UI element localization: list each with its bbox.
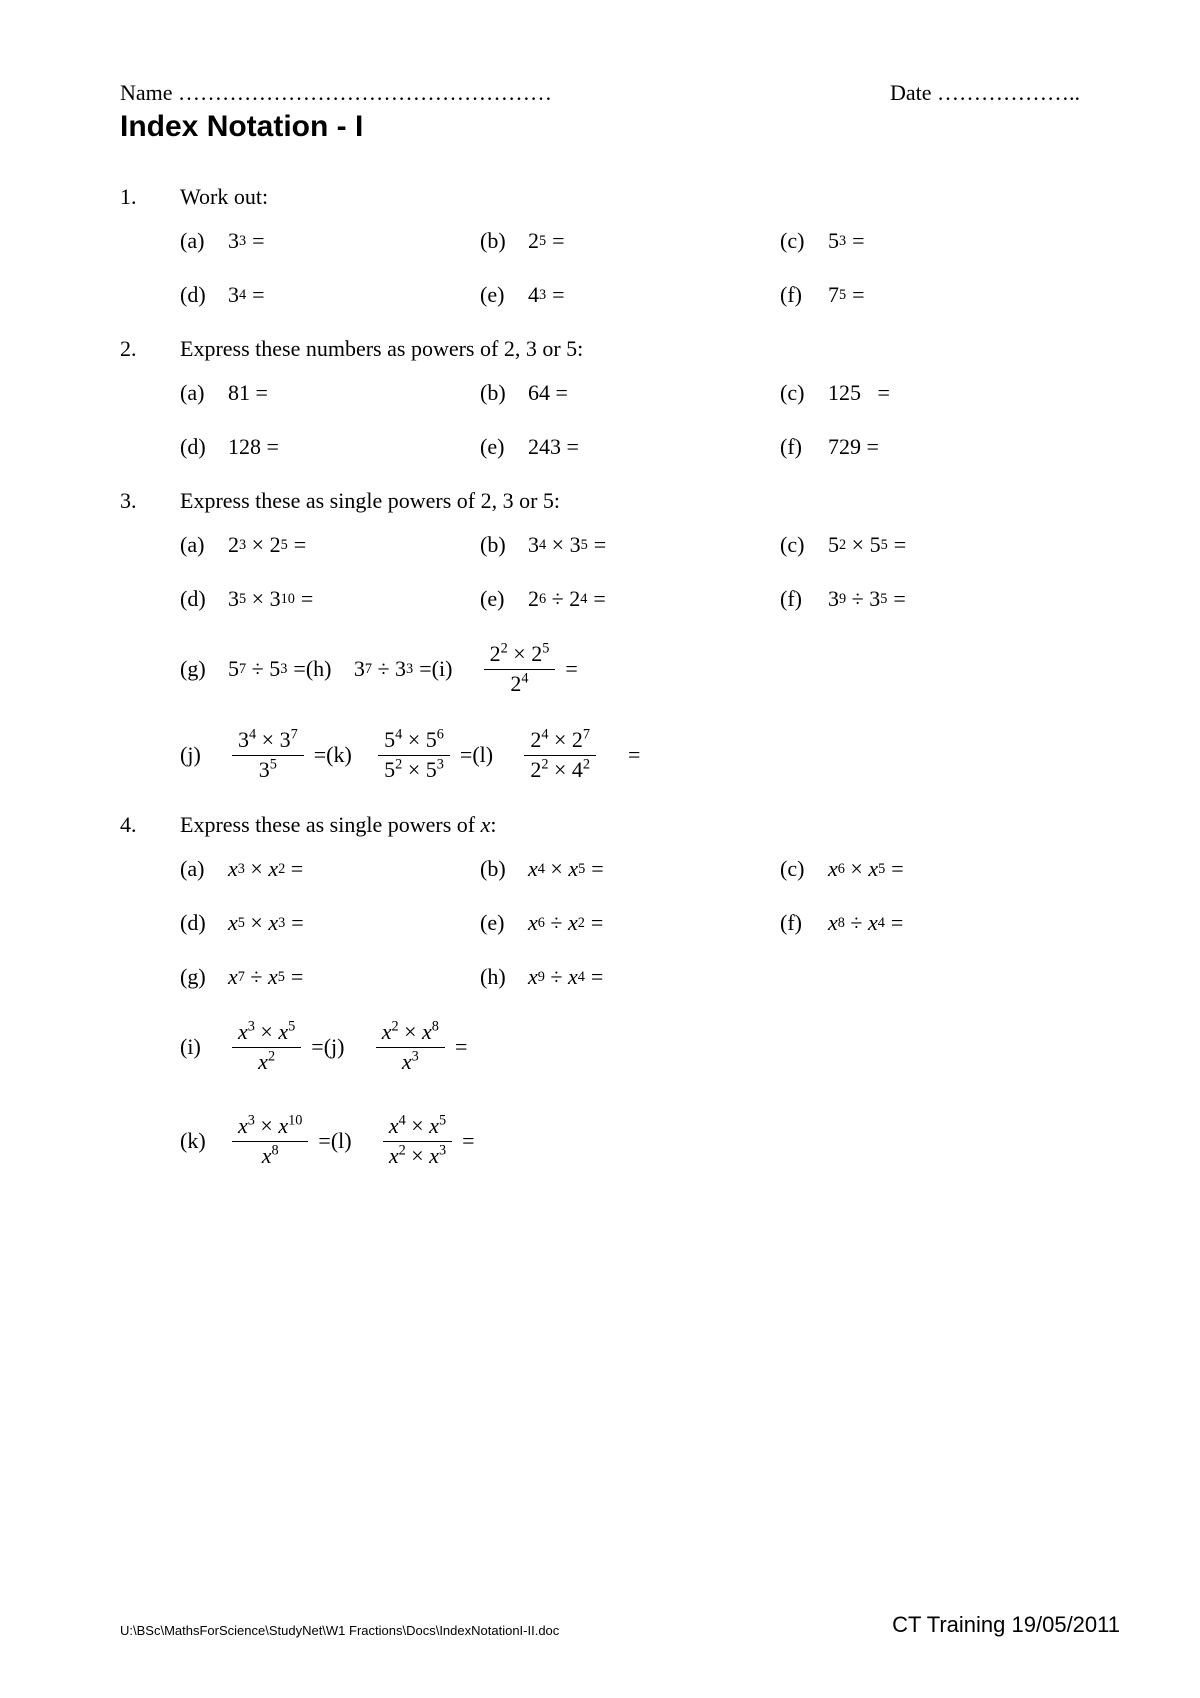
q2-subparts: (a)81 = (b)64 = (c)125 = (d)128 = (e)243… xyxy=(180,380,1080,460)
question-text: Express these numbers as powers of 2, 3 … xyxy=(180,336,1080,362)
part-label: (f) xyxy=(780,910,828,936)
expr: 54 × 5652 × 53= xyxy=(374,728,472,781)
question-number: 3. xyxy=(120,488,180,514)
expr: 75= xyxy=(828,282,865,308)
question-number: 2. xyxy=(120,336,180,362)
worksheet-title: Index Notation - I xyxy=(120,110,1080,144)
part-label: (b) xyxy=(480,380,528,406)
expr: 23 × 25= xyxy=(228,532,306,558)
expr: 243 = xyxy=(528,434,579,460)
expr: 26 ÷ 24= xyxy=(528,586,606,612)
expr: 81 = xyxy=(228,380,268,406)
expr: x3 × x10x8= xyxy=(228,1114,331,1167)
part-label: (h) xyxy=(306,656,354,682)
part-label: (f) xyxy=(780,586,828,612)
question-2: 2. Express these numbers as powers of 2,… xyxy=(120,336,1080,362)
part-label: (g) xyxy=(180,656,228,682)
part-label: (i) xyxy=(180,1034,228,1060)
part-label: (i) xyxy=(432,656,480,682)
part-label: (h) xyxy=(480,964,528,990)
expr: 33= xyxy=(228,228,265,254)
part-label: (c) xyxy=(780,856,828,882)
part-label: (j) xyxy=(324,1034,372,1060)
expr: 57 ÷ 53= xyxy=(228,656,306,682)
expr: x3 × x5x2= xyxy=(228,1020,324,1073)
part-label: (a) xyxy=(180,380,228,406)
part-label: (e) xyxy=(480,586,528,612)
part-label: (c) xyxy=(780,228,828,254)
expr: 24 × 2722 × 42 = xyxy=(520,728,640,781)
question-text: Express these as single powers of x: xyxy=(180,812,1080,838)
expr: 37 ÷ 33= xyxy=(354,656,432,682)
expr: 22 × 2524= xyxy=(480,642,578,695)
expr: x4 × x5x2 × x3= xyxy=(379,1114,475,1167)
part-label: (j) xyxy=(180,742,228,768)
header-line: Name …………………………………………… Date ……………….. xyxy=(120,80,1080,106)
part-label: (d) xyxy=(180,282,228,308)
question-number: 4. xyxy=(120,812,180,838)
part-label: (d) xyxy=(180,910,228,936)
q4-subparts: (a)x3 × x2 = (b)x4 × x5= (c)x6 × x5= (d)… xyxy=(180,856,1080,1170)
expr: 34 × 3735= xyxy=(228,728,326,781)
expr: 52 × 55= xyxy=(828,532,906,558)
expr: 34 × 35= xyxy=(528,532,606,558)
expr: x5 × x3= xyxy=(228,910,304,936)
expr: 729 = xyxy=(828,434,879,460)
expr: x2 × x8x3= xyxy=(372,1020,468,1073)
part-label: (d) xyxy=(180,586,228,612)
expr: x9 ÷ x4= xyxy=(528,964,603,990)
q1-subparts: (a)33= (b)25= (c)53= (d)34= (e)43= (f)75… xyxy=(180,228,1080,308)
date-field: Date ……………….. xyxy=(890,80,1080,106)
expr: 125 = xyxy=(828,380,890,406)
name-field: Name …………………………………………… xyxy=(120,80,552,106)
part-label: (e) xyxy=(480,910,528,936)
part-label: (b) xyxy=(480,856,528,882)
expr: x7 ÷ x5= xyxy=(228,964,303,990)
part-label: (a) xyxy=(180,228,228,254)
part-label: (k) xyxy=(180,1128,228,1154)
expr: x8 ÷ x4= xyxy=(828,910,903,936)
part-label: (g) xyxy=(180,964,228,990)
part-label: (a) xyxy=(180,532,228,558)
expr: 43= xyxy=(528,282,565,308)
part-label: (a) xyxy=(180,856,228,882)
part-label: (k) xyxy=(326,742,374,768)
expr: 34= xyxy=(228,282,265,308)
question-4: 4. Express these as single powers of x: xyxy=(120,812,1080,838)
part-label: (c) xyxy=(780,380,828,406)
part-label: (f) xyxy=(780,282,828,308)
footer-source: CT Training 19/05/2011 xyxy=(892,1612,1120,1638)
expr: 64 = xyxy=(528,380,568,406)
expr: 25= xyxy=(528,228,565,254)
footer-filepath: U:\BSc\MathsForScience\StudyNet\W1 Fract… xyxy=(120,1623,559,1638)
part-label: (l) xyxy=(331,1128,379,1154)
question-text: Express these as single powers of 2, 3 o… xyxy=(180,488,1080,514)
expr: x6 × x5= xyxy=(828,856,904,882)
page-footer: U:\BSc\MathsForScience\StudyNet\W1 Fract… xyxy=(120,1612,1120,1638)
question-number: 1. xyxy=(120,184,180,210)
part-label: (b) xyxy=(480,532,528,558)
question-3: 3. Express these as single powers of 2, … xyxy=(120,488,1080,514)
expr: x4 × x5= xyxy=(528,856,604,882)
part-label: (e) xyxy=(480,434,528,460)
expr: 53= xyxy=(828,228,865,254)
expr: x3 × x2 = xyxy=(228,856,303,882)
expr: 39 ÷ 35= xyxy=(828,586,906,612)
part-label: (e) xyxy=(480,282,528,308)
part-label: (b) xyxy=(480,228,528,254)
part-label: (d) xyxy=(180,434,228,460)
part-label: (c) xyxy=(780,532,828,558)
part-label: (l) xyxy=(472,742,520,768)
question-text: Work out: xyxy=(180,184,1080,210)
expr: 128 = xyxy=(228,434,279,460)
q3-subparts: (a)23 × 25= (b)34 × 35= (c)52 × 55= (d)3… xyxy=(180,532,1080,784)
expr: x6 ÷ x2= xyxy=(528,910,603,936)
worksheet-page: Name …………………………………………… Date ……………….. Ind… xyxy=(0,0,1200,1246)
question-1: 1. Work out: xyxy=(120,184,1080,210)
expr: 35 × 310= xyxy=(228,586,313,612)
part-label: (f) xyxy=(780,434,828,460)
